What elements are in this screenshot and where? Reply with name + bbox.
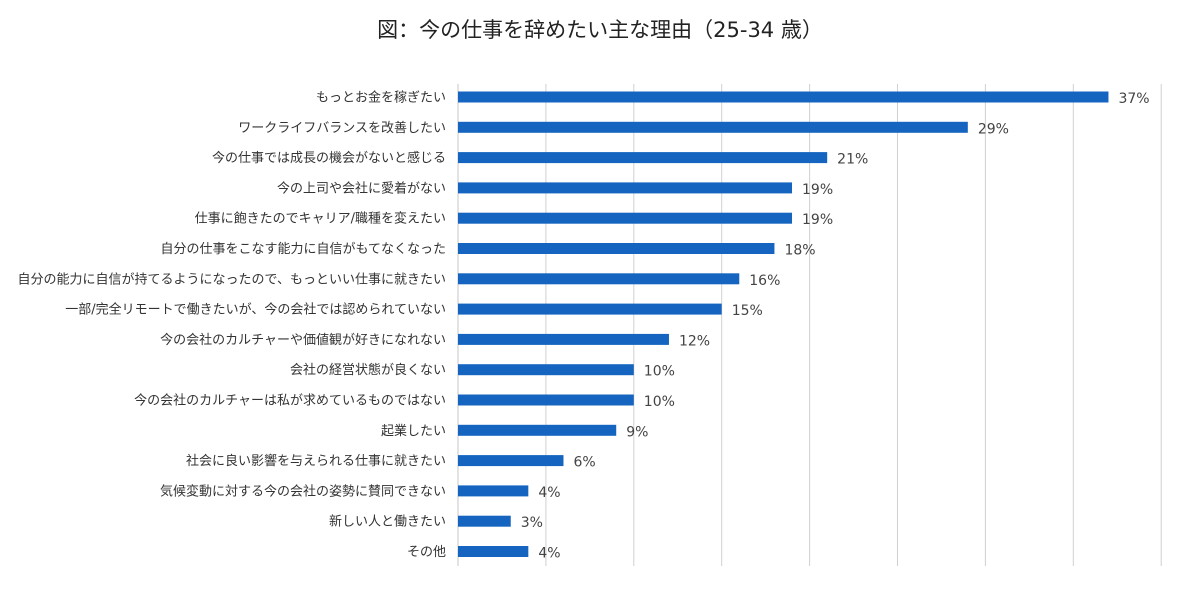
bar xyxy=(458,485,529,497)
chart-title: 図：今の仕事を辞めたい主な理由（25-34 歳） xyxy=(377,18,823,42)
value-label: 12% xyxy=(679,333,710,349)
bar xyxy=(458,303,722,315)
category-label: もっとお金を稼ぎたい xyxy=(316,90,446,106)
value-label: 18% xyxy=(784,243,815,259)
bar xyxy=(458,212,793,224)
bar xyxy=(458,273,740,285)
bars xyxy=(458,91,1109,557)
value-label: 3% xyxy=(521,515,543,531)
grid-lines xyxy=(457,84,1162,566)
value-label: 19% xyxy=(802,182,833,198)
bar xyxy=(458,455,564,467)
bar xyxy=(458,364,634,376)
category-label: 会社の経営状態が良くない xyxy=(290,362,446,378)
category-label: 自分の能力に自信が持てるようになったので、もっといい仕事に就きたい xyxy=(18,272,446,287)
bar xyxy=(458,121,968,133)
bar xyxy=(458,546,529,557)
bar xyxy=(458,394,634,406)
category-label: 新しい人と働きたい xyxy=(329,514,446,530)
category-label: 一部/完全リモートで働きたいが、今の会社では認められていない xyxy=(65,302,446,318)
category-label: 今の会社のカルチャーは私が求めているものではない xyxy=(134,393,446,409)
value-label: 29% xyxy=(978,121,1009,137)
bar xyxy=(458,243,775,254)
value-label: 4% xyxy=(538,546,560,562)
category-label: 社会に良い影響を与えられる仕事に就きたい xyxy=(186,453,446,469)
category-label: 気候変動に対する今の会社の姿勢に賛同できない xyxy=(160,483,446,499)
category-labels: もっとお金を稼ぎたいワークライフバランスを改善したい今の仕事では成長の機会がない… xyxy=(18,90,446,561)
category-label: 起業したい xyxy=(381,423,446,439)
category-label: その他 xyxy=(407,545,446,560)
value-label: 6% xyxy=(573,455,595,471)
value-label: 16% xyxy=(749,273,780,289)
category-label: 自分の仕事をこなす能力に自信がもてなくなった xyxy=(161,242,446,257)
category-label: ワークライフバランスを改善したい xyxy=(238,120,446,136)
bar xyxy=(458,152,828,164)
value-label: 4% xyxy=(538,485,560,501)
bar xyxy=(458,182,793,194)
value-label: 10% xyxy=(644,394,675,410)
category-label: 今の仕事では成長の機会がないと感じる xyxy=(212,150,446,166)
value-label: 19% xyxy=(802,212,833,228)
category-label: 仕事に飽きたのでキャリア/職種を変えたい xyxy=(195,211,446,227)
bar xyxy=(458,515,511,527)
bar xyxy=(458,91,1109,103)
value-label: 21% xyxy=(837,152,868,168)
value-label: 37% xyxy=(1118,91,1149,107)
value-labels: 37%29%21%19%19%18%16%15%12%10%10%9%6%4%3… xyxy=(521,91,1150,562)
bar xyxy=(458,333,669,345)
category-label: 今の上司や会社に愛着がない xyxy=(277,180,446,196)
bar xyxy=(458,424,617,436)
value-label: 15% xyxy=(732,303,763,319)
value-label: 10% xyxy=(644,364,675,380)
category-label: 今の会社のカルチャーや価値観が好きになれない xyxy=(160,332,446,348)
value-label: 9% xyxy=(626,424,648,440)
